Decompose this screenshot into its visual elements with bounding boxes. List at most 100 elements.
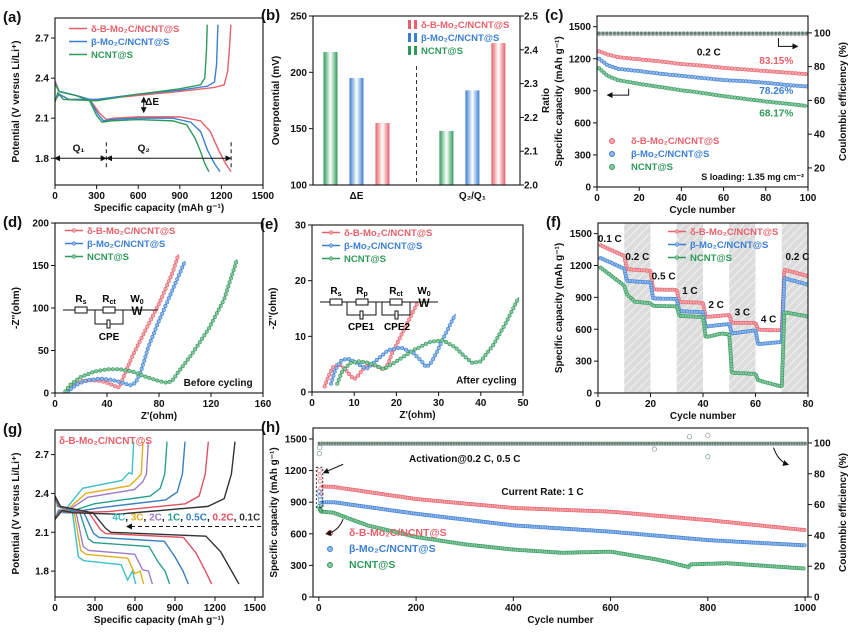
- data-point: [176, 273, 181, 278]
- data-point: [435, 349, 440, 354]
- data-point: [190, 350, 195, 355]
- data-point: [380, 366, 385, 371]
- x-tick-label: 600: [602, 603, 619, 614]
- y-tick-label: 1500: [570, 229, 593, 240]
- rate-labels: 4C, 3C, 2C, 1C, 0.5C, 0.2C, 0.1C: [112, 513, 260, 524]
- data-point: [133, 347, 138, 352]
- y-axis-label: Specific capacity (mAh g⁻¹): [554, 243, 565, 373]
- data-point: [175, 370, 180, 375]
- data-point: [142, 358, 147, 363]
- data-point: [729, 95, 734, 100]
- y-axis-label: Overpotential (mV): [271, 56, 282, 145]
- data-point: [804, 84, 808, 89]
- data-point: [503, 321, 508, 326]
- data-point: [116, 379, 121, 384]
- data-point: [342, 357, 347, 362]
- data-point: [145, 346, 150, 351]
- data-point: [623, 67, 628, 72]
- activation-point: [318, 508, 324, 514]
- shaded-band: [624, 223, 651, 393]
- data-point: [407, 317, 412, 322]
- panel-b: (b) 100 150 200 250 2.0 2.1 2.2 2.3 2.4 2.5 Overpot…: [261, 7, 552, 202]
- data-point: [420, 360, 425, 365]
- ce-outlier-point: [686, 434, 692, 440]
- data-point: [139, 373, 144, 378]
- data-point: [752, 68, 757, 73]
- legend-label: β-Mo₂C/NCNT@S: [87, 239, 165, 250]
- data-point: [615, 54, 620, 59]
- data-point: [231, 268, 236, 273]
- x-tick-label: 1500: [244, 603, 267, 614]
- legend-label: β-Mo₂C/NCNT@S: [91, 37, 169, 48]
- x-tick-label: 0: [316, 603, 322, 614]
- data-point: [631, 31, 636, 36]
- data-point: [650, 31, 655, 36]
- data-point: [685, 31, 690, 36]
- data-point: [732, 95, 737, 100]
- data-point: [670, 73, 675, 78]
- data-point: [759, 80, 764, 85]
- y-tick-label: 2.4: [35, 74, 49, 85]
- panel-label: (g): [3, 421, 22, 438]
- data-point: [91, 377, 96, 382]
- data-point: [68, 382, 73, 387]
- data-point: [772, 81, 777, 86]
- data-point: [158, 315, 163, 320]
- axes-frame: [312, 427, 809, 598]
- annotation: ΔE: [145, 97, 159, 108]
- data-point: [804, 314, 808, 319]
- data-point: [124, 382, 129, 387]
- resistor-rs: [329, 298, 343, 306]
- legend-label: β-Mo₂C/NCNT@S: [690, 240, 768, 251]
- data-point: [442, 334, 447, 339]
- annotation: 78.26%: [759, 86, 793, 97]
- data-point: [365, 366, 370, 371]
- data-point: [159, 379, 164, 384]
- circuit-label-main: R: [356, 286, 364, 297]
- y-axis-label: Potential (V versus Li/Li⁺): [11, 453, 22, 575]
- data-point: [699, 75, 704, 80]
- data-point: [766, 31, 771, 36]
- data-point: [405, 351, 410, 356]
- circuit-label-sub: 0: [427, 291, 431, 298]
- data-point: [202, 333, 207, 338]
- data-point: [714, 65, 719, 70]
- data-point: [334, 365, 339, 370]
- data-point: [433, 353, 438, 358]
- data-point: [739, 67, 744, 72]
- data-point: [792, 31, 797, 36]
- circuit-label: Rp: [356, 286, 368, 298]
- data-point: [152, 309, 157, 314]
- data-point: [94, 369, 99, 374]
- data-point: [143, 328, 148, 333]
- data-point: [216, 307, 221, 312]
- data-point: [707, 64, 712, 69]
- data-point: [331, 373, 336, 378]
- annotation: 2 C: [708, 300, 724, 311]
- activation-point: [317, 478, 323, 484]
- data-point: [800, 71, 805, 76]
- right-axis-arrow: [773, 447, 790, 466]
- x-axis-label: Cycle number: [669, 205, 735, 216]
- data-point: [682, 88, 687, 93]
- data-point: [689, 31, 694, 36]
- legend-label: NCNT@S: [690, 253, 732, 264]
- data-point: [803, 72, 808, 77]
- axes-frame: [54, 429, 264, 598]
- data-point: [731, 78, 736, 83]
- data-point: [478, 359, 483, 364]
- y2-tick-label: 40: [814, 130, 826, 141]
- data-point: [769, 81, 774, 86]
- data-point: [463, 355, 468, 360]
- data-point: [335, 381, 340, 386]
- data-point: [431, 357, 436, 362]
- data-point: [802, 527, 807, 532]
- data-point: [156, 302, 161, 307]
- data-point: [109, 382, 114, 387]
- data-point: [336, 362, 341, 367]
- data-point: [783, 101, 788, 106]
- data-point: [158, 298, 163, 303]
- axes-frame: [597, 222, 809, 394]
- data-point: [704, 64, 709, 69]
- shaded-band: [781, 223, 808, 393]
